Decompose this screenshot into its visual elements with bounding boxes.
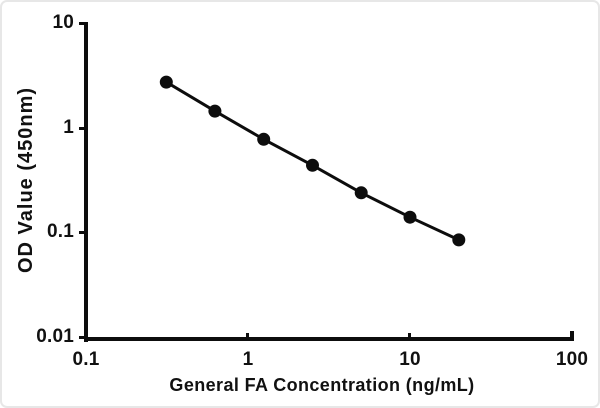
x-tick-label-100: 100 [555,349,589,370]
y-axis-line [84,22,88,342]
y-tick-10 [79,22,84,25]
data-point-marker [354,186,368,200]
x-tick-100 [570,331,574,337]
y-tick-label-0p1: 0.1 [46,221,74,242]
x-axis-title: General FA Concentration (ng/mL) [169,375,475,395]
x-tick-label-0p1: 0.1 [72,349,100,370]
y-tick-label-0p01: 0.01 [36,326,74,347]
y-tick-0p01 [79,336,84,339]
y-tick-1 [79,127,84,130]
data-point-marker [159,75,173,89]
x-tick-10 [408,333,411,337]
data-point-marker [257,132,271,146]
x-axis-line [84,337,574,341]
x-tick-label-10: 10 [399,349,421,370]
data-point-marker [452,233,466,247]
data-point-marker [208,104,222,118]
x-tick-1 [246,333,249,337]
y-tick-label-1: 1 [63,117,74,138]
y-tick-label-10: 10 [52,12,74,33]
data-point-marker [403,210,417,224]
y-tick-0p1 [79,231,84,234]
data-point-marker [306,158,319,172]
x-tick-label-1: 1 [242,349,254,370]
